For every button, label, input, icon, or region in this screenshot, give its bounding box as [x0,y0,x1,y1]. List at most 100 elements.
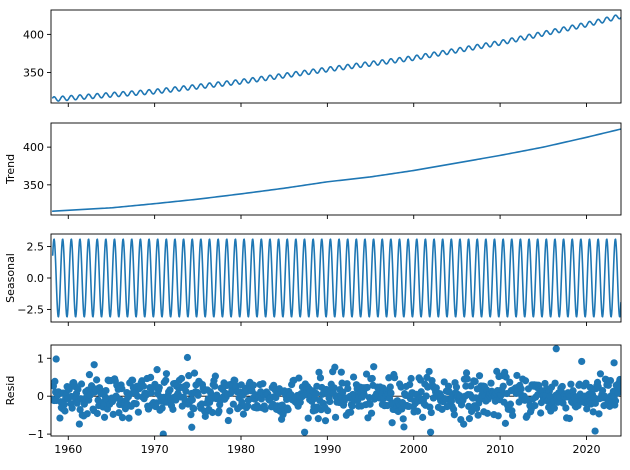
resid-point [261,405,269,413]
resid-point [462,369,471,377]
resid-point [565,414,574,423]
panel-resid: −1 0 1 1960 1970 1980 1990 2000 2010 2020 Resid [4,344,622,456]
resid-point [100,413,109,421]
resid-point [93,409,101,418]
resid-point [537,409,545,417]
resid-point [134,408,142,416]
resid-point [187,411,195,419]
resid-point [177,374,186,383]
resid-point [83,410,91,418]
trend-series-line [51,128,621,213]
resid-point [425,367,433,376]
resid-point [60,401,68,409]
resid-point [462,382,470,390]
resid-point [183,353,192,362]
resid-point [499,382,507,390]
resid-point [591,399,599,407]
resid-point [304,414,312,422]
resid-point [562,404,570,412]
resid-point [506,378,514,386]
resid-point [417,388,425,396]
resid-point [598,387,607,395]
resid-point [422,392,430,400]
resid-point [295,374,303,382]
resid-point [56,414,64,422]
resid-point [541,379,549,388]
resid-point [400,423,408,431]
panel-seasonal: −2.5 0.0 2.5 Seasonal [4,233,622,326]
observed-y-tick-label: 350 [23,67,44,80]
x-tick-label: 2000 [400,443,428,456]
resid-point [407,374,415,383]
resid-point [208,408,217,417]
resid-point [419,413,427,421]
resid-point [162,376,170,384]
observed-plot-area [51,14,621,102]
resid-point [427,408,435,417]
resid-point [315,368,323,376]
resid-point [591,427,599,435]
trend-y-tick-label: 400 [23,141,44,154]
resid-point [586,383,594,392]
resid-point [494,412,502,420]
resid-point [244,402,252,410]
resid-point [331,413,340,421]
resid-point [551,379,559,387]
resid-point [595,410,603,418]
resid-point [387,389,395,397]
resid-point [517,385,525,393]
resid-point [596,370,605,378]
resid-point [447,397,456,405]
resid-point [51,377,59,386]
resid-point [473,404,481,413]
resid-y-tick-label: −1 [28,428,44,441]
trend-ylabel: Trend [4,154,17,185]
resid-point [567,380,575,388]
resid-point [471,377,479,386]
x-tick-label: 1970 [141,443,169,456]
resid-point [190,405,198,413]
resid-point [513,371,521,380]
resid-point [452,383,461,391]
resid-point [399,415,407,423]
seasonal-y-tick-label: 0.0 [27,272,45,285]
resid-point [169,405,177,413]
resid-point [331,363,339,371]
resid-point [226,407,234,415]
resid-point [188,396,196,404]
resid-point [463,375,471,383]
resid-point [506,400,515,408]
resid-point [125,414,133,422]
seasonal-y-tick-label: −2.5 [17,303,44,316]
resid-point [239,410,248,418]
resid-point [363,383,371,392]
resid-point [475,372,484,380]
resid-point [61,407,69,415]
resid-point [74,385,82,393]
resid-point [362,370,371,378]
resid-point [616,375,621,384]
resid-point [229,400,237,408]
resid-point [194,391,202,399]
resid-point [312,389,320,398]
resid-point [211,372,219,380]
resid-point [77,380,86,388]
resid-point [301,428,309,436]
resid-point [182,387,190,395]
resid-point [610,359,618,367]
resid-point [366,400,374,408]
resid-point [558,382,566,391]
resid-point [578,357,586,366]
x-tick-label: 1960 [54,443,82,456]
resid-point [129,376,137,384]
resid-point [330,384,338,392]
resid-point [442,395,450,403]
resid-point [76,406,84,414]
resid-ylabel: Resid [4,376,17,406]
resid-point [159,430,167,436]
resid-axes-frame [50,344,622,437]
resid-point [531,401,539,410]
resid-point [284,406,292,414]
resid-point [118,414,127,422]
